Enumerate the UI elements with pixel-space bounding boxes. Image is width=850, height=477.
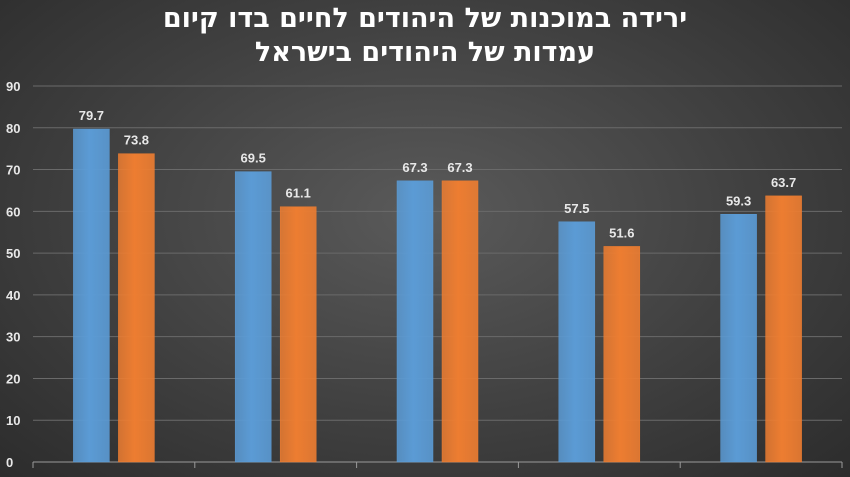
gridlines (32, 85, 843, 468)
bar-series-1 (558, 221, 596, 463)
bar-series-1 (720, 214, 757, 463)
data-label: 57.5 (564, 201, 589, 216)
data-label: 63.7 (771, 175, 796, 190)
chart-title-line-1: ירידה במוכנות של היהודים לחיים בדו קיום (162, 3, 688, 34)
bar-series-2 (441, 180, 479, 463)
bar-series-2 (765, 195, 802, 463)
bar-series-1 (234, 171, 272, 463)
y-tick-label: 80 (6, 121, 20, 136)
y-tick-label: 40 (6, 288, 20, 303)
bar-series-1 (396, 180, 434, 463)
bar-series-2 (603, 246, 641, 463)
bars (73, 128, 802, 463)
bar-series-1 (73, 128, 110, 463)
data-labels: 79.7 69.5 67.3 57.5 59.3 73.8 61.1 67.3 51.6 63.7 (79, 108, 797, 240)
y-tick-label: 50 (6, 246, 20, 261)
data-label: 79.7 (79, 108, 104, 123)
y-axis-ticks: 0 10 20 30 40 50 60 70 80 90 (6, 79, 20, 470)
y-tick-label: 90 (6, 79, 20, 94)
y-tick-label: 10 (6, 413, 20, 428)
data-label: 67.3 (402, 160, 427, 175)
data-label: 69.5 (241, 151, 266, 166)
chart-title-line-2: עמדות של היהודים בישראל (254, 37, 596, 68)
data-label: 61.1 (286, 186, 311, 201)
bar-series-2 (118, 153, 155, 463)
y-tick-label: 20 (6, 371, 20, 386)
y-tick-label: 0 (6, 455, 13, 470)
bar-series-2 (279, 206, 317, 463)
data-label: 73.8 (124, 133, 149, 148)
chart-title: ירידה במוכנות של היהודים לחיים בדו קיום … (0, 2, 850, 70)
data-label: 51.6 (609, 225, 634, 240)
y-tick-label: 60 (6, 204, 20, 219)
data-label: 67.3 (447, 160, 472, 175)
y-tick-label: 30 (6, 330, 20, 345)
data-label: 59.3 (726, 193, 751, 208)
y-tick-label: 70 (6, 163, 20, 178)
